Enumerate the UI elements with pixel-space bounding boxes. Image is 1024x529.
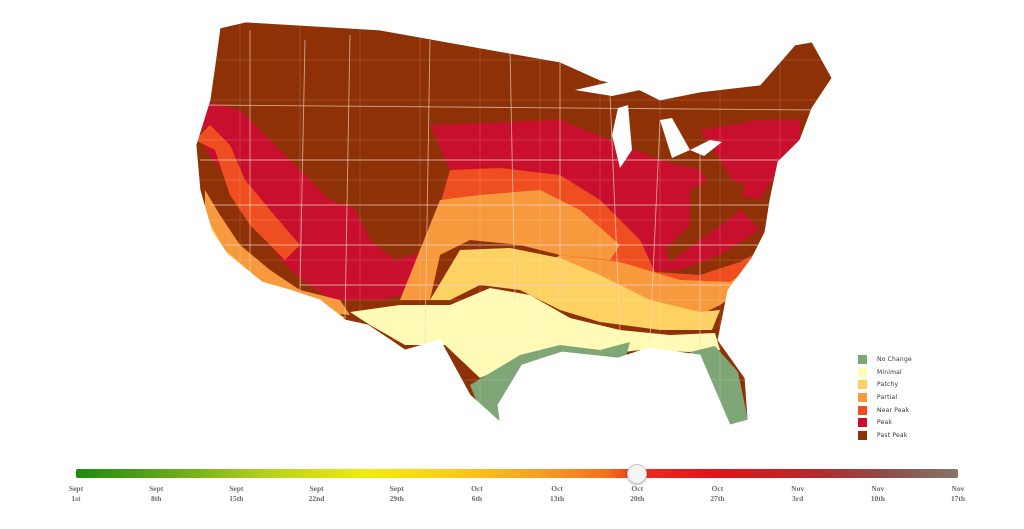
- tick-day: 8th: [150, 494, 162, 503]
- region-peak-plains: [430, 120, 720, 260]
- region-peak-west: [200, 100, 440, 300]
- region-past-peak-appalachia: [665, 175, 745, 262]
- legend-label: Minimal: [877, 368, 902, 376]
- legend-label: No Change: [877, 355, 912, 363]
- tick-day: 6th: [471, 494, 483, 503]
- legend-swatch: [858, 392, 867, 402]
- legend-item-minimal: Minimal: [858, 366, 948, 379]
- legend-label: Patchy: [877, 381, 899, 389]
- legend-item-peak: Peak: [858, 416, 948, 429]
- legend-item-near-peak: Near Peak: [858, 404, 948, 417]
- legend-swatch: [858, 405, 867, 415]
- slider-tick-sept-1st[interactable]: Sept 1st: [51, 484, 101, 504]
- tick-day: 27th: [710, 494, 725, 503]
- us-outline: [195, 21, 833, 426]
- tick-day: 17th: [950, 494, 966, 503]
- tick-day: 22nd: [308, 494, 325, 503]
- legend-swatch: [858, 354, 867, 364]
- legend-swatch: [858, 418, 867, 428]
- tick-month: Sept: [309, 484, 324, 493]
- map-legend: No Change Minimal Patchy Partial Near Pe…: [858, 353, 948, 442]
- slider-tick-oct-27th[interactable]: Oct 27th: [692, 484, 742, 504]
- tick-month: Sept: [149, 484, 164, 493]
- tick-month: Sept: [68, 484, 84, 493]
- tick-day: 15th: [229, 494, 244, 503]
- tick-month: Nov: [951, 484, 965, 493]
- legend-swatch: [858, 380, 867, 390]
- foliage-map: [195, 21, 833, 426]
- tick-month: Sept: [389, 484, 404, 493]
- slider-tick-labels: Sept 1st Sept 8th Sept 15th Sept 22nd Sept 29th Oc…: [69, 484, 965, 524]
- tick-day: 13th: [549, 494, 565, 503]
- tick-month: Sept: [229, 484, 244, 493]
- legend-swatch: [858, 367, 867, 377]
- slider-thumb[interactable]: [627, 464, 648, 484]
- tick-month: Oct: [551, 484, 563, 493]
- slider-tick-nov-3rd[interactable]: Nov 3rd: [773, 484, 823, 504]
- state-borders: [199, 30, 821, 350]
- tick-month: Oct: [471, 484, 483, 493]
- region-near-peak: [196, 125, 300, 260]
- slider-track[interactable]: [76, 469, 958, 478]
- legend-label: Near Peak: [877, 406, 910, 414]
- legend-item-patchy: Patchy: [858, 378, 948, 391]
- tick-month: Oct: [711, 484, 724, 493]
- legend-swatch: [858, 430, 867, 440]
- slider-tick-nov-10th[interactable]: Nov 10th: [853, 484, 903, 504]
- legend-label: Peak: [877, 419, 893, 427]
- slider-tick-oct-13th[interactable]: Oct 13th: [532, 484, 582, 504]
- tick-month: Oct: [631, 484, 644, 493]
- slider-tick-sept-15th[interactable]: Sept 15th: [211, 484, 261, 504]
- slider-tick-oct-6th[interactable]: Oct 6th: [452, 484, 502, 504]
- legend-item-partial: Partial: [858, 391, 948, 404]
- legend-item-no-change: No Change: [858, 353, 948, 366]
- tick-month: Nov: [871, 484, 885, 493]
- region-minimal: [350, 288, 720, 378]
- date-slider[interactable]: Sept 1st Sept 8th Sept 15th Sept 22nd Sept 29th Oc…: [69, 464, 965, 527]
- tick-day: 3rd: [792, 494, 804, 503]
- tick-day: 1st: [71, 494, 81, 503]
- slider-tick-sept-29th[interactable]: Sept 29th: [372, 484, 422, 504]
- legend-item-past-peak: Past Peak: [858, 429, 948, 442]
- tick-month: Nov: [791, 484, 805, 493]
- legend-label: Past Peak: [877, 431, 908, 439]
- tick-day: 20th: [630, 494, 645, 503]
- legend-label: Partial: [877, 393, 898, 401]
- tick-day: 10th: [870, 494, 885, 503]
- slider-tick-oct-20th[interactable]: Oct 20th: [612, 484, 662, 504]
- us-foliage-map-svg: [195, 21, 833, 426]
- region-partial-plains: [400, 190, 620, 300]
- slider-tick-sept-22nd[interactable]: Sept 22nd: [292, 484, 342, 504]
- region-no-change-florida: [690, 346, 748, 425]
- region-patchy-south: [430, 248, 720, 330]
- great-lakes: [575, 82, 722, 168]
- tick-day: 29th: [389, 494, 404, 503]
- slider-tick-sept-8th[interactable]: Sept 8th: [131, 484, 181, 504]
- slider-tick-nov-17th[interactable]: Nov 17th: [933, 484, 983, 504]
